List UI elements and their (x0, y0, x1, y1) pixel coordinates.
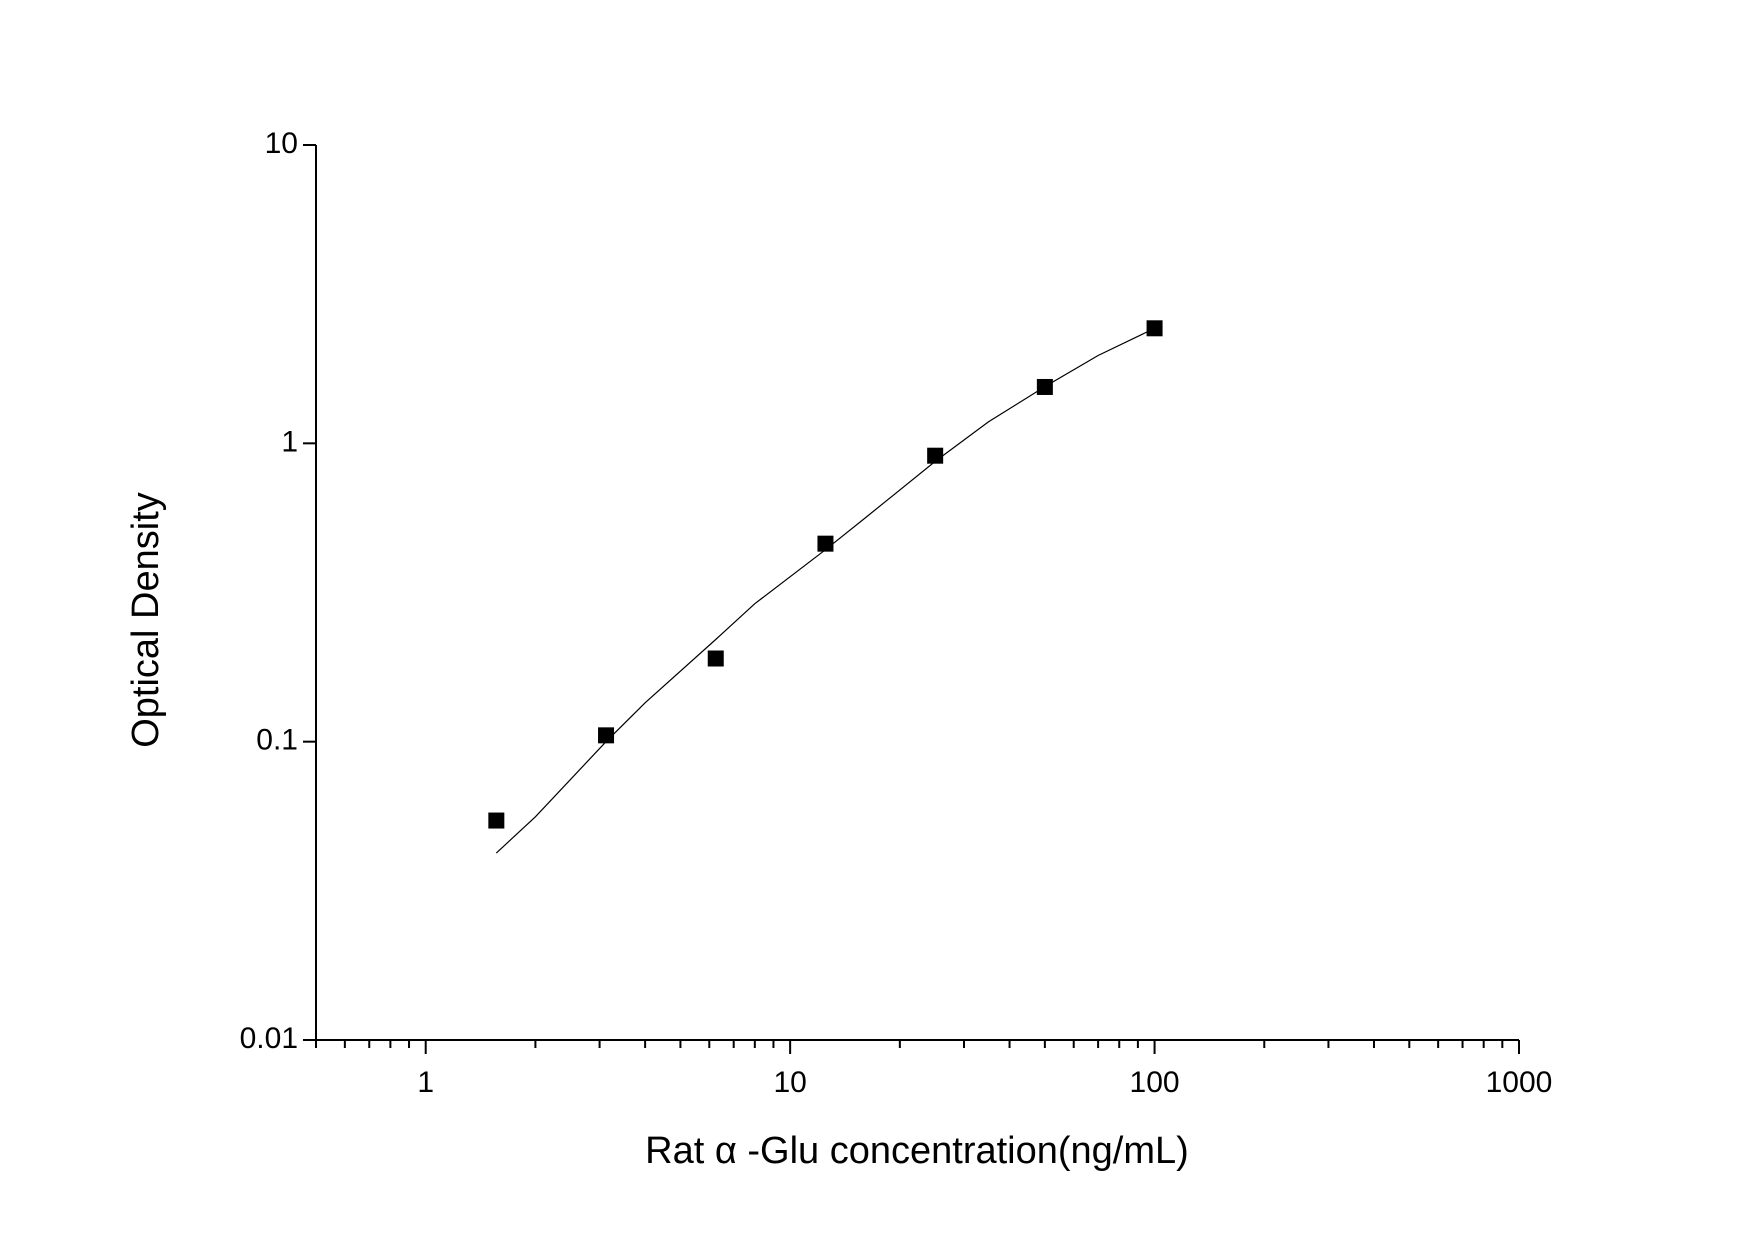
data-point (817, 535, 834, 552)
x-axis-title: Rat α -Glu concentration(ng/mL) (645, 1130, 1189, 1172)
y-axis-title: Optical Density (125, 492, 167, 748)
data-point (1036, 378, 1053, 395)
y-tick-label: 1 (281, 425, 298, 458)
data-point (1146, 320, 1163, 337)
x-tick-label: 1 (417, 1066, 434, 1099)
data-point (927, 447, 944, 464)
x-tick-label: 100 (1130, 1066, 1180, 1099)
y-tick-label: 0.01 (240, 1022, 298, 1055)
data-point (488, 812, 505, 829)
x-tick-label: 10 (773, 1066, 806, 1099)
y-tick-label: 0.1 (256, 724, 298, 757)
x-tick-label: 1000 (1486, 1066, 1553, 1099)
y-tick-label: 10 (265, 127, 298, 160)
data-point (598, 727, 615, 744)
data-point (707, 650, 724, 667)
